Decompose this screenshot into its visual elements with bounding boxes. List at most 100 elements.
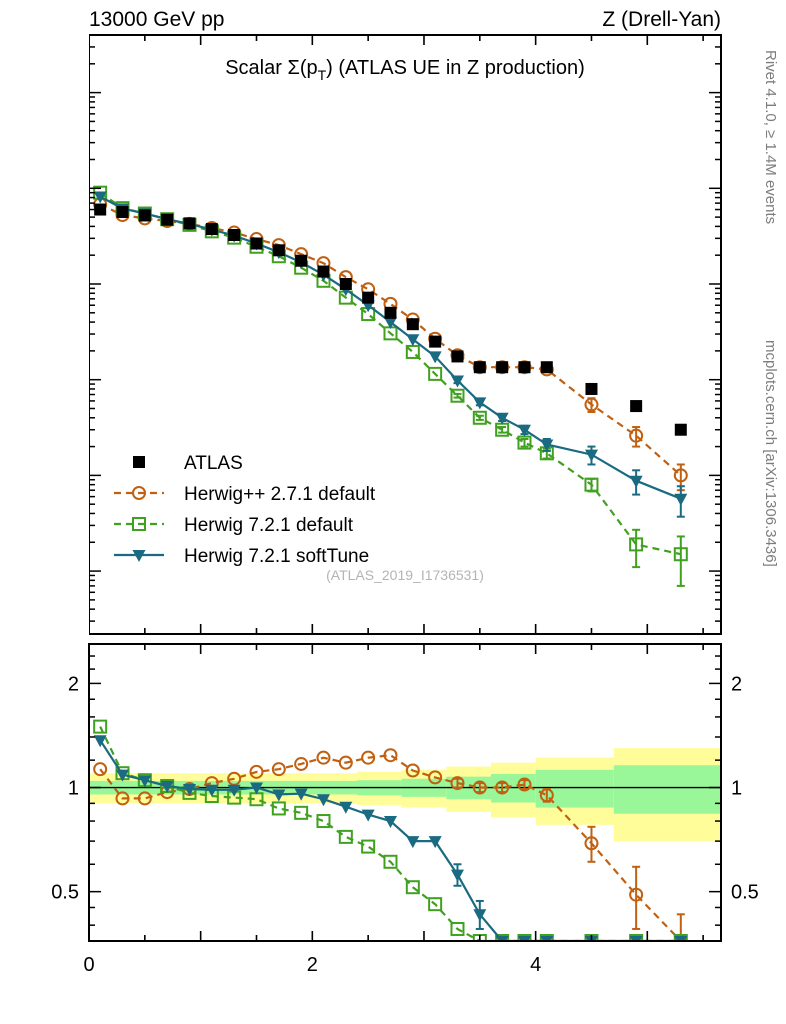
legend-entry: Herwig 7.2.1 softTune [114,546,369,567]
ratio-herwig-2-7-1-default-point [584,836,599,851]
main-atlas-point [161,213,174,226]
legend-entry: Herwig++ 2.7.1 default [114,484,376,505]
ratio-herwig-7-2-1-default-point [338,829,353,844]
ratio-herwig-7-2-1-softtune-point [115,769,129,782]
panel-gap-mask [0,635,786,644]
ratio-uncertainty-band-inner [613,765,721,814]
ratio-herwig-2-7-1-default-point [294,756,309,771]
ratio-herwig-7-2-1-softtune-point [428,836,442,849]
ratio-herwig-2-7-1-default-point [227,771,242,786]
main-atlas-point [205,223,218,236]
main-atlas-point [339,277,352,290]
main-plot-title: Scalar Σ(pT) (ATLAS UE in Z production) [225,57,585,83]
ratio-herwig-7-2-1-default-point [450,921,465,936]
main-atlas-point [250,237,263,250]
legend-entry: Herwig 7.2.1 default [114,515,354,536]
ratio-herwig-7-2-1-default-point [271,801,286,816]
ratio-herwig-2-7-1-default-point [316,750,331,765]
ratio-herwig-7-2-1-softtune-point [205,784,219,797]
main-herwig-7-2-1-softtune-point [629,475,643,488]
main-atlas-point [496,361,509,374]
ratio-herwig-7-2-1-softtune-point [406,836,420,849]
ratio-herwig-7-2-1-softtune-point [316,794,330,807]
analysis-id-watermark: (ATLAS_2019_I1736531) [326,567,484,583]
main-herwig-7-2-1-default-point [450,388,465,403]
ratio-herwig-2-7-1-default-point [338,755,353,770]
legend-label: Herwig 7.2.1 default [184,515,354,536]
main-herwig-7-2-1-softtune-point [450,375,464,388]
main-atlas-point [585,382,598,395]
legend-marker [132,486,146,500]
main-atlas-point [473,361,486,374]
main-atlas-point [317,265,330,278]
ratio-panel-frame [88,643,722,942]
ratio-herwig-7-2-1-softtune-point [450,869,464,882]
header-left-label: 13000 GeV pp [89,8,224,31]
ratio-herwig-7-2-1-default-point [361,839,376,854]
ratio-herwig-7-2-1-default-point [93,719,108,734]
main-atlas-point [630,400,643,413]
ratio-herwig-7-2-1-default-point [405,880,420,895]
ratio-herwig-7-2-1-softtune-point [138,775,152,788]
main-atlas-point [429,335,442,348]
ratio-y-axis-tick-label-right: 0.5 [731,882,759,904]
ratio-herwig-2-7-1-default-point [383,748,398,763]
sidebar-mcplots-label: mcplots.cern.ch [arXiv:1306.3436] [762,340,779,567]
main-atlas-point [228,229,241,242]
main-herwig-7-2-1-softtune-point [674,493,688,506]
main-herwig-7-2-1-softtune-point [540,439,554,452]
ratio-herwig-2-7-1-default-point [517,777,532,792]
ratio-herwig-7-2-1-softtune-point [272,789,286,802]
ratio-herwig-7-2-1-softtune-point [473,909,487,922]
legend-label: ATLAS [184,453,243,474]
main-atlas-point [138,209,151,222]
main-herwig-7-2-1-softtune-point [93,191,107,204]
ratio-herwig-2-7-1-default-point [428,770,443,785]
main-herwig-7-2-1-default-point [428,366,443,381]
ratio-herwig-7-2-1-softtune-point [294,788,308,801]
main-atlas-point [116,206,129,219]
main-herwig-7-2-1-softtune-point [428,351,442,364]
ratio-y-axis-tick-label: 1 [68,778,79,800]
legend-label: Herwig 7.2.1 softTune [184,546,369,567]
main-herwig-7-2-1-softtune-point [406,334,420,347]
ratio-herwig-2-7-1-default-point [450,776,465,791]
main-herwig-7-2-1-default-line [99,191,682,556]
ratio-herwig-7-2-1-default-point [316,814,331,829]
ratio-right-mask [722,644,786,944]
main-atlas-point [384,306,397,319]
ratio-herwig-7-2-1-default-point [428,897,443,912]
main-atlas-point [540,361,553,374]
x-axis-tick-label: 0 [83,954,94,976]
main-herwig-7-2-1-softtune-point [473,397,487,410]
legend-marker [133,456,145,468]
legend-entry: ATLAS [133,453,243,474]
main-herwig-7-2-1-default-point [472,410,487,425]
legend: ATLAS Herwig++ 2.7.1 default Herwig 7.2.1 … [114,453,376,567]
main-herwig-7-2-1-softtune-point [495,412,509,425]
ratio-herwig-2-7-1-default-point [629,887,644,902]
ratio-herwig-2-7-1-default-point [115,791,130,806]
main-herwig-7-2-1-default-point [584,477,599,492]
ratio-herwig-7-2-1-softtune-point [339,801,353,814]
ratio-herwig-7-2-1-softtune-point [227,784,241,797]
main-herwig-7-2-1-softtune-point [517,424,531,437]
main-atlas-point [362,291,375,304]
main-herwig-7-2-1-softtune-point [584,449,598,462]
left-mask [0,0,89,1024]
legend-label: Herwig++ 2.7.1 default [184,484,376,505]
main-herwig-7-2-1-softtune-point [383,317,397,330]
ratio-herwig-7-2-1-softtune-point [160,781,174,794]
x-axis-tick-label: 2 [307,954,318,976]
main-herwig-2-7-1-default-point [629,428,644,443]
x-axis-tick-label: 4 [530,954,541,976]
ratio-herwig-7-2-1-softtune-point [361,809,375,822]
main-atlas-point [183,217,196,230]
main-atlas-point [272,244,285,257]
ratio-herwig-2-7-1-default-point [137,791,152,806]
main-herwig-7-2-1-default-point [673,547,688,562]
legend-marker [132,517,146,531]
